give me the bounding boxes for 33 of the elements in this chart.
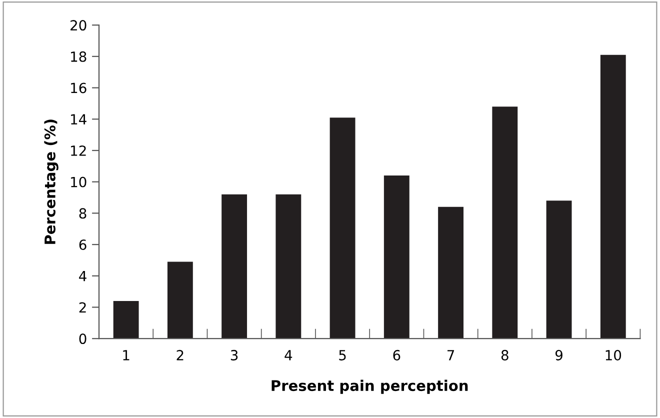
y-tick-label: 2 bbox=[79, 302, 86, 313]
x-tick-label: 4 bbox=[284, 350, 292, 360]
y-axis-title: Percentage (%) bbox=[44, 120, 58, 244]
y-tick-label: 14 bbox=[71, 114, 86, 124]
x-axis-title: Present pain perception bbox=[272, 380, 468, 394]
bar bbox=[276, 194, 302, 339]
y-tick-label: 4 bbox=[79, 271, 86, 282]
y-tick-label: 10 bbox=[71, 176, 86, 188]
x-tick-label: 8 bbox=[501, 350, 508, 360]
y-tick-label: 12 bbox=[71, 145, 86, 156]
bar bbox=[384, 176, 410, 339]
x-tick-label: 2 bbox=[176, 350, 184, 360]
bar bbox=[113, 300, 139, 339]
x-tick-label: 5 bbox=[339, 350, 346, 360]
y-tick-label: 6 bbox=[79, 240, 86, 250]
x-tick-label: 3 bbox=[230, 350, 238, 360]
bar bbox=[492, 106, 518, 339]
bar bbox=[222, 194, 248, 339]
x-tick-label: 1 bbox=[123, 350, 130, 360]
bar bbox=[600, 54, 626, 339]
bar bbox=[330, 118, 356, 339]
y-tick-label: 0 bbox=[79, 334, 86, 344]
y-tick-label: 16 bbox=[71, 82, 86, 94]
x-tick-label: 9 bbox=[555, 350, 562, 360]
bar bbox=[167, 262, 193, 339]
y-tick-label: 18 bbox=[71, 51, 86, 62]
y-tick-label: 20 bbox=[70, 20, 86, 31]
x-tick-label: 6 bbox=[393, 350, 400, 360]
x-tick-label: 7 bbox=[448, 350, 454, 360]
x-tick-label: 10 bbox=[606, 350, 622, 360]
bar bbox=[438, 206, 464, 339]
bar bbox=[546, 200, 572, 339]
y-tick-label: 8 bbox=[79, 208, 86, 219]
